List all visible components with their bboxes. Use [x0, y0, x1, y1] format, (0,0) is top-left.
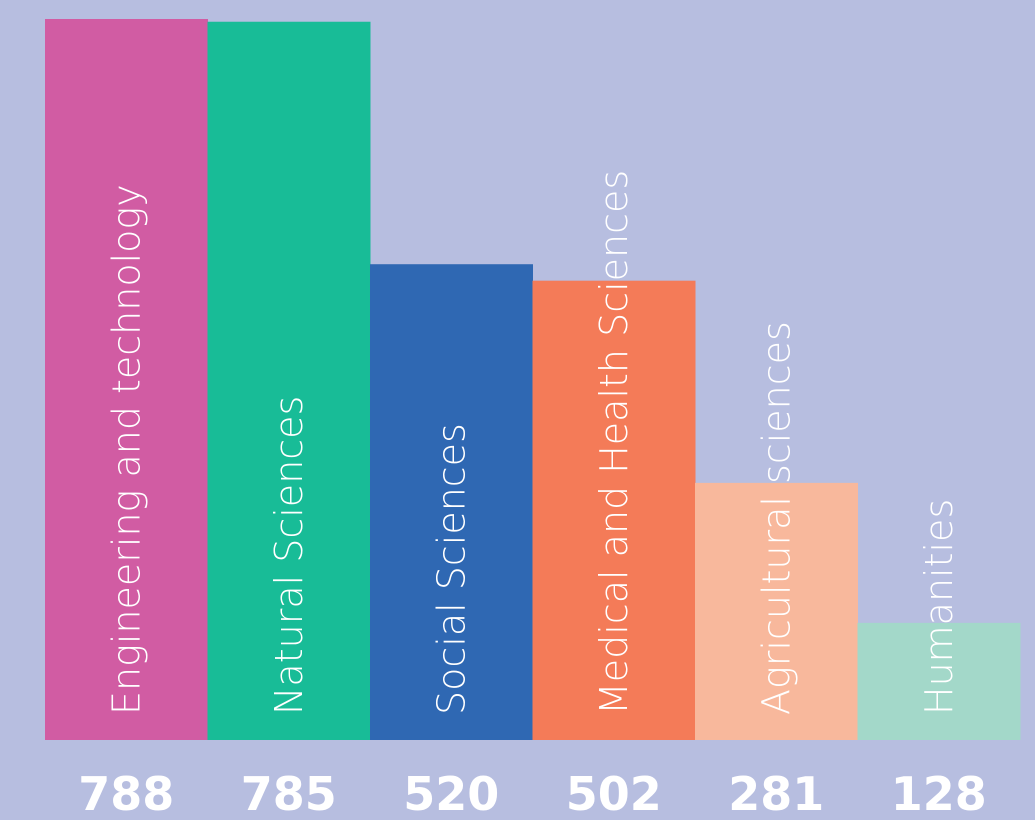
value-labels-group: 788 785 520 502 281 128: [78, 767, 987, 820]
bar-3: [532, 280, 696, 740]
value-label-0: 788: [78, 767, 174, 820]
category-labels-group: Engineering and technology Natural Scienc…: [104, 170, 961, 715]
bar-5: [857, 622, 1021, 740]
bars-group: [45, 19, 1021, 740]
bar-2: [370, 264, 533, 740]
category-label-0: Engineering and technology: [104, 184, 148, 715]
bar-4: [695, 482, 858, 740]
value-label-3: 502: [566, 767, 662, 820]
value-label-5: 128: [891, 767, 987, 820]
category-label-3: Medical and Health Sciences: [592, 170, 636, 715]
bar-0: [45, 19, 208, 740]
category-label-5: Humanities: [917, 499, 961, 715]
bar-1: [207, 21, 371, 740]
category-label-2: Social Sciences: [429, 423, 473, 715]
value-label-1: 785: [241, 767, 337, 820]
value-label-2: 520: [403, 767, 499, 820]
category-label-1: Natural Sciences: [267, 396, 311, 715]
value-label-4: 281: [728, 767, 824, 820]
category-label-4: Agricultural sciences: [754, 321, 798, 715]
